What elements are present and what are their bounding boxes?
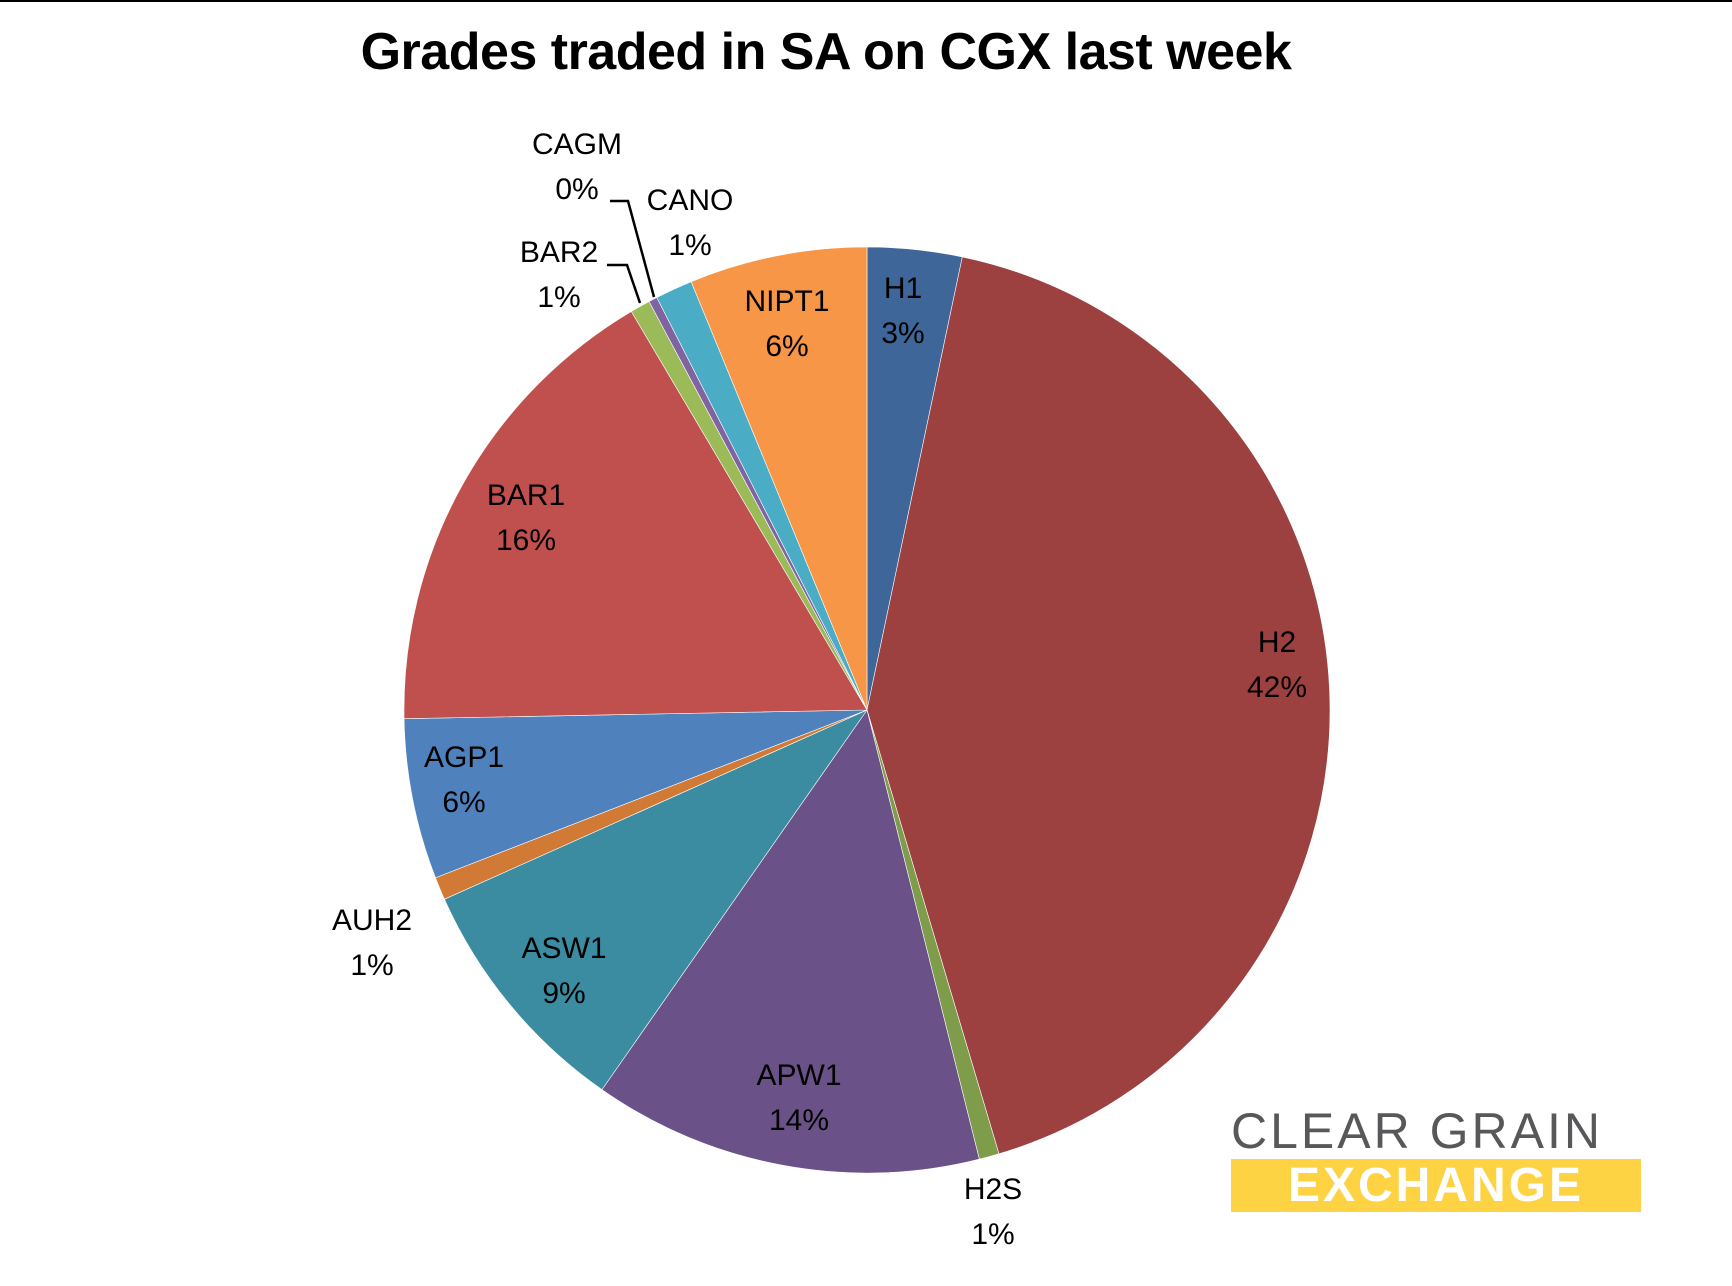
data-label-category: BAR2 [519, 236, 599, 269]
data-label-category: H1 [883, 272, 923, 305]
pie-slice-bar1 [403, 311, 868, 720]
data-label-category: CANO [646, 184, 734, 217]
data-label-apw1: APW1 14% [756, 1053, 841, 1143]
pie-slice-apw1 [601, 709, 980, 1174]
data-label-percent: 6% [442, 786, 486, 819]
data-label-percent: 3% [881, 317, 925, 350]
data-label-percent: 6% [765, 330, 809, 363]
data-label-percent: 14% [768, 1104, 830, 1137]
data-label-agp1: AGP1 6% [424, 735, 504, 825]
chart-title: Grades traded in SA on CGX last week [360, 23, 1292, 81]
data-label-category: AGP1 [423, 741, 505, 774]
data-label-percent: 1% [350, 949, 394, 982]
data-label-percent: 1% [668, 229, 712, 262]
data-label-percent: 9% [542, 977, 586, 1010]
logo-line-exchange: EXCHANGE [1287, 1159, 1585, 1212]
data-label-category: AUH2 [331, 904, 413, 937]
data-label-percent: 0% [555, 173, 599, 206]
data-label-cano: CANO 1% [647, 178, 734, 268]
data-label-category: APW1 [756, 1059, 842, 1092]
logo-yellow-bar: EXCHANGE [1231, 1159, 1641, 1212]
top-border-line [0, 0, 1732, 2]
data-label-h2: H2 42% [1247, 620, 1307, 710]
data-label-h1: H1 3% [881, 266, 924, 356]
data-label-percent: 42% [1246, 671, 1308, 704]
clear-grain-exchange-logo: CLEAR GRAIN EXCHANGE [1231, 1106, 1641, 1212]
data-label-cagm: CAGM 0% [532, 122, 622, 212]
data-label-category: BAR1 [486, 479, 566, 512]
pie-slice-agp1 [403, 709, 868, 879]
logo-line-clear-grain: CLEAR GRAIN [1231, 1103, 1603, 1159]
leader-line-bar2 [607, 263, 642, 304]
data-label-category: H2 [1257, 626, 1297, 659]
data-label-auh2: AUH2 1% [332, 898, 412, 988]
pie-slice-asw1 [444, 709, 868, 1091]
data-label-percent: 16% [495, 524, 557, 557]
data-label-category: H2S [963, 1173, 1023, 1206]
leader-line-cagm [610, 199, 656, 298]
data-label-asw1: ASW1 9% [521, 926, 606, 1016]
data-label-category: ASW1 [521, 932, 607, 965]
data-label-category: CAGM [532, 128, 622, 161]
data-label-percent: 1% [537, 281, 581, 314]
data-label-category: NIPT1 [744, 285, 830, 318]
data-label-h2s: H2S 1% [964, 1167, 1022, 1257]
data-label-bar2: BAR2 1% [520, 230, 598, 320]
data-label-bar1: BAR1 16% [487, 473, 565, 563]
pie-slice-h2 [866, 256, 1331, 1155]
data-label-nipt1: NIPT1 6% [744, 279, 829, 369]
pie-slice-nipt1 [690, 246, 868, 711]
data-label-percent: 1% [971, 1218, 1015, 1251]
